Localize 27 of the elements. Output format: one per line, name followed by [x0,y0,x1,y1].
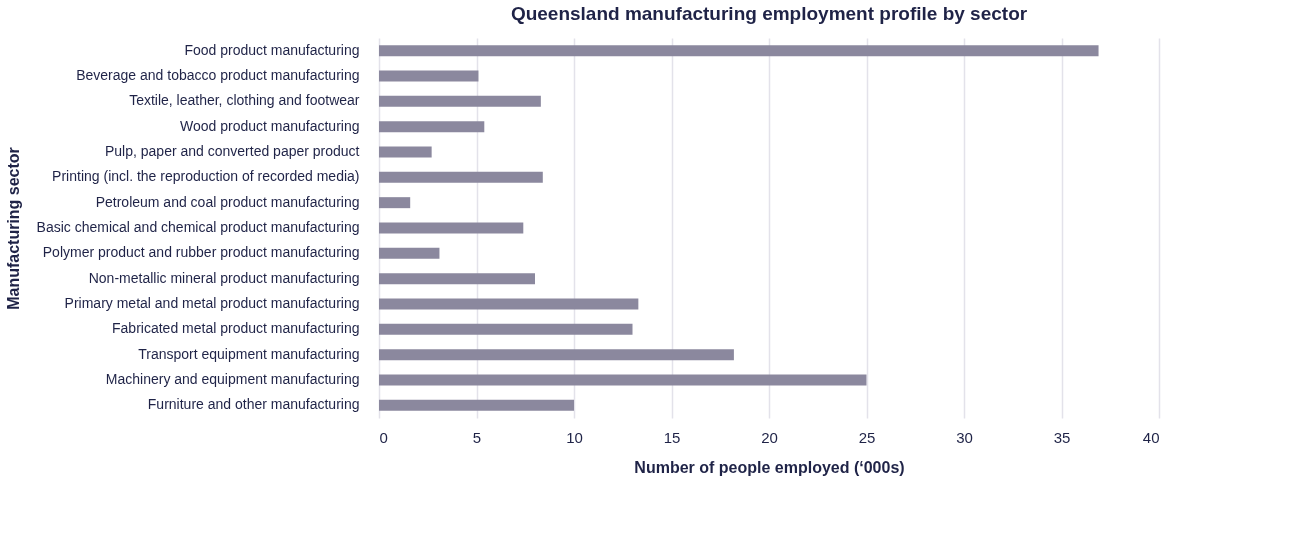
chart-title: Queensland manufacturing employment profile by sector [510,3,1028,24]
y-tick-label: Machinery and equipment manufacturing [105,371,360,387]
y-tick-label: Food product manufacturing [184,41,360,58]
y-tick-label: Petroleum and coal product manufacturing [95,193,360,210]
y-tick-label: Primary metal and metal product manufacturing [64,295,360,311]
x-tick-label: 35 [1053,428,1071,446]
y-tick-label: Textile, leather, clothing and footwear [129,92,360,109]
y-tick-label: Printing (incl. the reproduction of recorded media) [52,168,360,185]
y-tick-label: Transport equipment manufacturing [138,345,360,362]
y-tick-label: Polymer product and rubber product manufacturing [42,244,360,261]
x-tick-label: 0 [379,428,388,446]
y-tick-label: Fabricated metal product manufacturing [112,320,360,337]
y-tick-label: Pulp, paper and converted paper product [104,143,360,159]
x-tick-label: 5 [472,428,482,446]
y-tick-label: Furniture and other manufacturing [147,396,360,413]
y-tick-label: Wood product manufacturing [179,117,360,134]
x-tick-label: 25 [858,428,876,446]
y-axis-title: Manufacturing sector [4,147,22,310]
x-tick-label: 40 [1142,428,1160,446]
x-tick-label: 15 [663,428,681,446]
y-tick-label: Basic chemical and chemical product manufacturing [36,219,360,235]
y-tick-label: Non-metallic mineral product manufacturing [88,269,360,286]
x-axis-title: Number of people employed (‘000s) [634,458,905,476]
x-tick-label: 20 [761,428,778,446]
y-tick-label: Beverage and tobacco product manufacturing [76,67,360,83]
x-tick-label: 10 [566,428,583,446]
x-tick-label: 30 [956,428,973,446]
